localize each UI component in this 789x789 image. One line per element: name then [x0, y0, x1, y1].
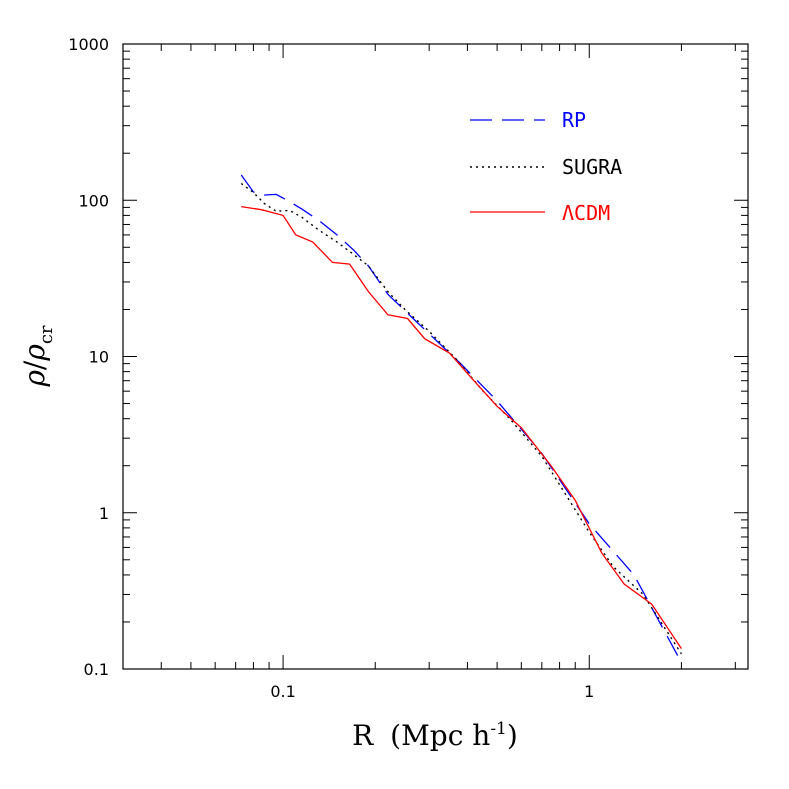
y-tick-label: 0.1: [84, 660, 109, 679]
y-tick-label: 10: [89, 348, 109, 367]
legend-label-rp: RP: [562, 108, 586, 132]
x-axis-title-units: (Mpc h: [390, 719, 490, 752]
series-line-sugra: [240, 182, 682, 655]
y-axis-title-rho2: ρ: [18, 344, 51, 362]
y-axis-title: ρ/ρcr: [18, 325, 57, 387]
legend: RP SUGRA ΛCDM: [470, 108, 622, 225]
x-axis-title-main: R: [352, 719, 374, 752]
y-tick-label: 1: [99, 504, 109, 523]
axis-ticks: [122, 43, 748, 670]
x-tick-label: 0.1: [270, 682, 295, 701]
x-tick-label: 1: [584, 682, 594, 701]
y-axis-title-sub: cr: [36, 325, 57, 344]
x-axis-title-exponent: -1: [490, 719, 507, 739]
x-axis-title-close: ): [507, 719, 518, 752]
axis-tick-labels: 0.1 1 0.1 1 10 100 1000: [68, 35, 594, 701]
series-line-lcdm: [241, 206, 682, 650]
series-lines: [240, 174, 682, 663]
legend-label-sugra: SUGRA: [562, 155, 622, 179]
y-axis-title-slash: /: [18, 360, 51, 370]
plot-frame: [122, 43, 749, 670]
y-tick-label: 100: [78, 191, 109, 210]
plot-frame-group: [122, 43, 749, 670]
y-axis-title-rho: ρ: [18, 370, 51, 388]
x-axis-title: R (Mpc h-1): [352, 719, 518, 752]
series-line-rp: [240, 174, 682, 663]
legend-label-lcdm: ΛCDM: [562, 201, 610, 225]
y-tick-label: 1000: [68, 35, 109, 54]
